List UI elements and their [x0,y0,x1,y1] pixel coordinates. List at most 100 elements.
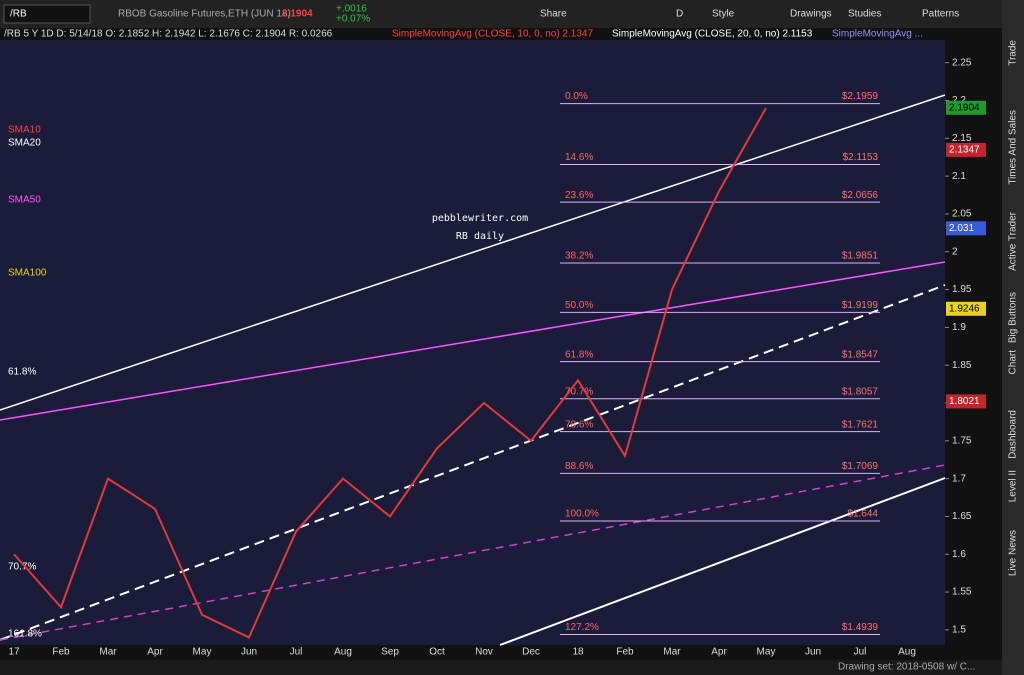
price-tag-label: 2.1904 [949,102,980,113]
study-label: SimpleMovingAvg ... [832,29,923,40]
y-tick-label: 1.6 [952,549,966,560]
study-info: /RB 5 Y 1D D: 5/14/18 O: 2.1852 H: 2.194… [4,29,333,40]
y-tick-label: 1.95 [952,284,972,295]
study-marker: SMA50 [8,195,41,206]
study-marker: 70.7% [8,562,36,573]
toolbar-button[interactable]: Drawings [790,9,832,20]
drawing-set: Drawing set: 2018-0508 w/ C... [838,662,975,673]
y-tick-label: 1.5 [952,625,966,636]
side-tab[interactable]: Big Buttons [1008,292,1019,343]
side-tab[interactable]: Dashboard [1008,410,1019,459]
watermark: RB daily [456,231,504,242]
fib-pct: 38.2% [565,251,593,262]
price-tag [946,100,986,115]
x-tick-label: 18 [572,647,584,658]
x-tick-label: Jul [854,647,867,658]
fib-pct: 88.6% [565,461,593,472]
fib-price: $2.0656 [842,190,879,201]
price-tag [946,142,986,157]
y-tick-label: 2.15 [952,133,972,144]
fib-price: $1.4939 [842,622,879,633]
x-tick-label: Jul [290,647,303,658]
trendline [0,464,946,641]
study-label: SimpleMovingAvg (CLOSE, 10, 0, no) 2.134… [392,29,593,40]
symbol-box[interactable] [3,4,91,24]
side-tabs [1002,0,1024,675]
x-tick-label: May [757,647,776,658]
side-tab[interactable]: Active Trader [1008,211,1019,271]
x-tick-label: Feb [616,647,634,658]
x-tick-label: Feb [52,647,70,658]
y-tick-label: 1.85 [952,360,972,371]
side-tab[interactable]: Times And Sales [1008,110,1019,185]
fib-price: $1.8547 [842,349,879,360]
y-tick-label: 1.65 [952,511,972,522]
fib-pct: 127.2% [565,622,599,633]
toolbar-button[interactable]: Style [712,9,735,20]
side-tab[interactable]: Level II [1008,470,1019,502]
x-tick-label: Mar [99,647,117,658]
fib-pct: 0.0% [565,91,588,102]
price-axis [945,28,1002,660]
fib-pct: 100.0% [565,509,599,520]
price-tag-label: 1.9246 [949,303,980,314]
side-tab[interactable]: Trade [1008,40,1019,66]
x-tick-label: Apr [711,647,727,658]
study-marker: SMA10 [8,125,41,136]
price-line [13,107,767,639]
x-tick-label: Apr [147,647,163,658]
change: +.0016 [336,4,367,15]
price-tag-label: 1.8021 [949,396,980,407]
price-tag [946,301,986,316]
toolbar-button[interactable]: Patterns [922,9,959,20]
description: RBOB Gasoline Futures,ETH (JUN 18) [118,9,291,20]
fib-price: $1.7621 [842,419,879,430]
fib-price: $1.7069 [842,461,879,472]
fib-price: $2.1959 [842,91,879,102]
y-tick-label: 2.2 [952,95,966,106]
fib-pct: 50.0% [565,300,593,311]
fib-pct: 23.6% [565,190,593,201]
fib-price: $1.9199 [842,300,879,311]
y-tick-label: 1.7 [952,473,966,484]
fib-price: $1.644 [847,509,878,520]
fib-pct: 61.8% [565,349,593,360]
x-tick-label: Mar [663,647,681,658]
status-bar [0,660,1002,675]
x-tick-label: Sep [381,647,399,658]
x-tick-label: Aug [898,647,916,658]
trendline [0,284,946,641]
fib-pct: 14.6% [565,152,593,163]
y-tick-label: 2.1 [952,171,966,182]
time-axis [0,645,945,660]
study-marker: SMA20 [8,138,41,149]
price-tag-label: 2.031 [949,223,974,234]
y-tick-label: 2.05 [952,209,972,220]
fib-pct: 70.7% [565,386,593,397]
toolbar-button[interactable]: Share [540,9,567,20]
y-tick-label: 1.75 [952,435,972,446]
toolbar-button[interactable]: Studies [848,9,881,20]
fib-pct: 78.6% [565,419,593,430]
study-label: SimpleMovingAvg (CLOSE, 20, 0, no) 2.115… [612,29,813,40]
y-tick-label: 2 [952,246,958,257]
side-tab[interactable]: Live News [1008,530,1019,576]
trendline [0,94,946,411]
study-marker: 61.8% [8,367,36,378]
trendline [499,477,946,646]
toolbar-button[interactable]: D [676,9,683,20]
fib-price: $2.1153 [843,152,879,163]
x-tick-label: Dec [522,647,540,658]
x-tick-label: 17 [8,647,20,658]
symbol: /RB [10,9,27,20]
price-tag-label: 2.1347 [949,145,980,156]
study-bar [0,28,945,40]
x-tick-label: May [193,647,212,658]
side-tab[interactable]: Chart [1008,350,1019,375]
x-tick-label: Jun [805,647,821,658]
x-tick-label: Jun [241,647,257,658]
study-marker: SMA100 [8,268,47,279]
study-marker: 161.8% [8,629,42,640]
